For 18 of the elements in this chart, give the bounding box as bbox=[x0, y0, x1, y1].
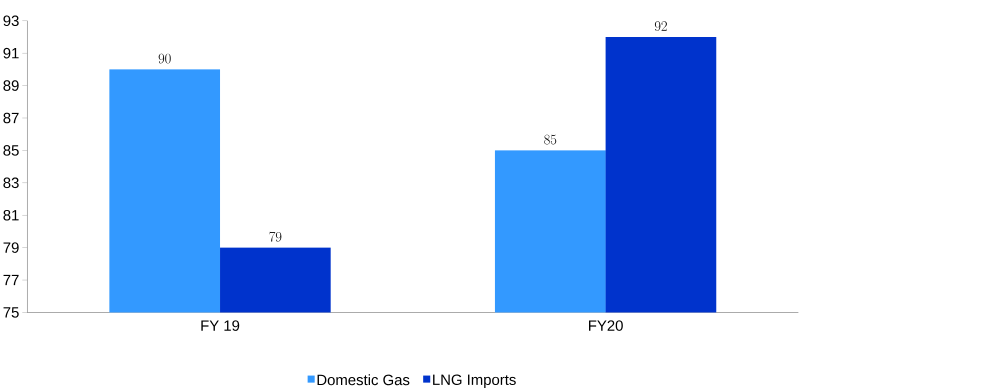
y-tick-label: 75 bbox=[4, 307, 19, 318]
y-tick-label: 87 bbox=[3, 112, 19, 124]
data-label: 92 bbox=[654, 21, 667, 32]
y-tick-label: 85 bbox=[3, 145, 19, 156]
y-tick-label: 89 bbox=[3, 80, 19, 92]
data-label: 85 bbox=[544, 134, 556, 145]
y-tick-label: 83 bbox=[3, 178, 19, 188]
y-tick-label: 93 bbox=[3, 16, 19, 26]
legend-label: LNG Imports bbox=[433, 374, 516, 388]
y-tick-label: 91 bbox=[3, 48, 19, 59]
x-tick-label: FY20 bbox=[589, 320, 623, 332]
y-tick-label: 77 bbox=[4, 275, 19, 286]
y-tick-label: 79 bbox=[4, 242, 19, 254]
x-tick-label: FY 19 bbox=[201, 320, 240, 332]
legend-label: Domestic Gas bbox=[318, 374, 410, 386]
data-label: 79 bbox=[269, 232, 282, 242]
y-tick-label: 81 bbox=[3, 210, 19, 221]
data-label: 90 bbox=[158, 54, 171, 64]
